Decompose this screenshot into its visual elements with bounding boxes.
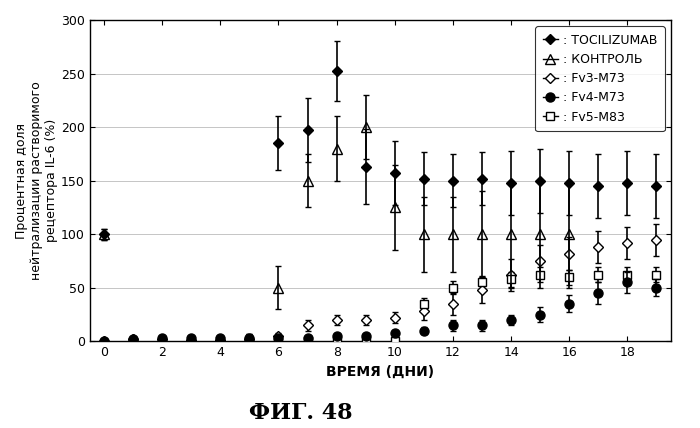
Y-axis label: Процентная доля
нейтрализации растворимого
рецептора IL-6 (%): Процентная доля нейтрализации растворимо… bbox=[15, 81, 58, 280]
X-axis label: ВРЕМЯ (ДНИ): ВРЕМЯ (ДНИ) bbox=[326, 365, 434, 379]
Text: ФИГ. 48: ФИГ. 48 bbox=[249, 402, 353, 424]
Legend: : TOCILIZUMAB, : КОНТРОЛЬ, : Fv3-M73, : Fv4-M73, : Fv5-M83: : TOCILIZUMAB, : КОНТРОЛЬ, : Fv3-M73, : … bbox=[536, 26, 665, 131]
